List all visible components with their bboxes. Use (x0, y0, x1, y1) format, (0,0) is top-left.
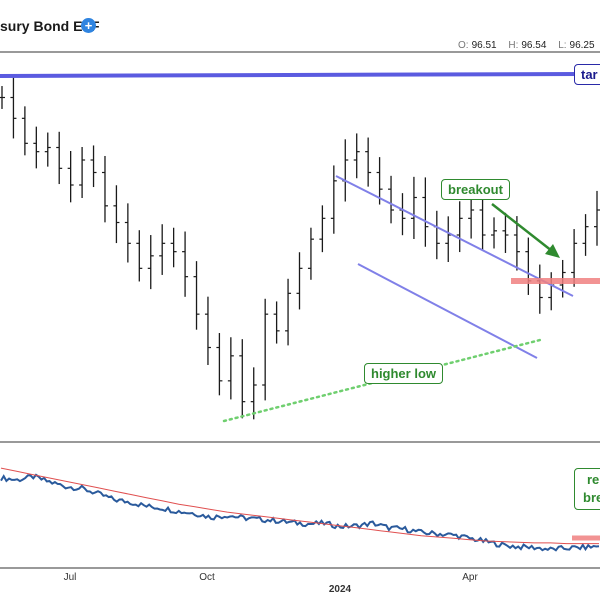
price-bar (44, 132, 51, 167)
price-bar (388, 175, 395, 224)
relative-label-line2: bre (583, 490, 600, 505)
ohlc-readout: O: 96.51 H: 96.54 L: 96.25 (458, 40, 600, 51)
price-bar (491, 217, 498, 249)
ohlc-open-key: O: (458, 40, 469, 51)
price-bar (262, 298, 269, 401)
chart-title: sury Bond ETF (0, 18, 100, 34)
price-bar (330, 165, 337, 234)
price-bar (90, 145, 97, 188)
price-bar (159, 224, 166, 275)
price-bar (548, 272, 555, 311)
price-bar (376, 157, 383, 205)
ohlc-open-value: 96.51 (471, 40, 497, 51)
price-bar (582, 214, 589, 256)
relative-moving-average (0, 467, 599, 545)
channel-lower-line (357, 263, 538, 359)
price-bar (445, 216, 452, 262)
x-tick-apr: Apr (462, 572, 478, 583)
price-bar (410, 176, 417, 239)
relative-breakout-label: re bre (574, 468, 600, 510)
price-bar (21, 106, 28, 156)
price-bar (422, 177, 429, 247)
price-bar (307, 227, 314, 280)
ohlc-low-value: 96.25 (569, 40, 595, 51)
relative-panel (0, 467, 600, 552)
price-bar (365, 137, 372, 187)
price-bar (594, 190, 600, 246)
price-bar (285, 278, 292, 346)
price-bar (502, 212, 509, 253)
price-bar (10, 77, 17, 139)
price-bar (239, 339, 246, 419)
price-bar (193, 261, 200, 330)
price-bar (182, 231, 189, 297)
price-bar (513, 216, 520, 271)
price-bar (227, 337, 234, 400)
relative-label-line1: re (586, 472, 600, 487)
price-bar (113, 185, 120, 244)
price-bar (525, 237, 532, 295)
breakout-arrow-shaft (491, 203, 553, 252)
price-bar (479, 194, 486, 251)
x-tick-jul: Jul (63, 572, 77, 583)
price-bar (56, 131, 63, 185)
price-bar (204, 296, 211, 365)
price-bar (147, 235, 154, 290)
price-bar (170, 227, 177, 268)
price-bar (536, 264, 543, 314)
price-bar (353, 133, 360, 179)
plus-circle-icon[interactable]: + (81, 18, 96, 33)
ohlc-high-value: 96.54 (521, 40, 547, 51)
price-bar (456, 201, 463, 253)
price-bar (101, 155, 108, 223)
price-bars (0, 77, 600, 420)
price-bar (136, 230, 143, 282)
price-bar (216, 333, 223, 396)
price-bar (319, 205, 326, 253)
ohlc-low-key: L: (558, 40, 567, 51)
price-bar (79, 146, 86, 199)
price-bar (124, 203, 131, 263)
price-overlays (0, 72, 600, 423)
breakout-label: breakout (441, 179, 510, 200)
price-bar (342, 139, 349, 202)
breakout-arrow-head (545, 244, 560, 258)
price-bar (250, 367, 257, 420)
higher-low-label: higher low (364, 363, 443, 384)
price-bar (33, 126, 40, 169)
ohlc-high-key: H: (508, 40, 519, 51)
price-bar (571, 229, 578, 287)
panel-frames (0, 51, 600, 569)
relative-strength-line (0, 473, 600, 552)
price-bar (0, 86, 5, 109)
target-label: tar (574, 64, 600, 85)
target-line (0, 72, 581, 78)
price-bar (399, 193, 406, 236)
price-bar (433, 210, 440, 260)
price-bar (296, 252, 303, 310)
price-bar (67, 151, 74, 203)
price-bar (273, 301, 280, 344)
chart-header: sury Bond ETF + O: 96.51 H: 96.54 L: 96.25 (0, 0, 600, 52)
channel-upper-line (335, 175, 574, 297)
x-tick-2024: 2024 (328, 584, 352, 595)
x-tick-oct: Oct (199, 572, 215, 583)
